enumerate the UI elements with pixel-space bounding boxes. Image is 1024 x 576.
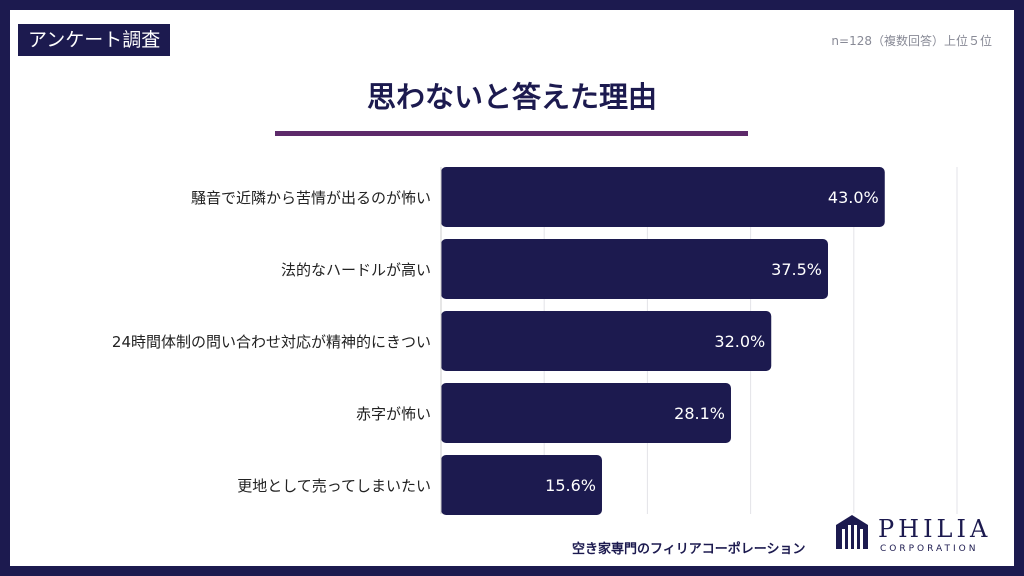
category-label: 騒音で近隣から苦情が出るのが怖い xyxy=(191,189,431,207)
value-label: 37.5% xyxy=(771,260,822,279)
bar xyxy=(441,311,772,371)
title-underline xyxy=(275,131,748,136)
brand-name: PHILIA xyxy=(878,515,992,543)
sample-note: n=128（複数回答）上位５位 xyxy=(831,34,992,48)
value-label: 15.6% xyxy=(545,476,596,495)
brand-subtitle: CORPORATION xyxy=(880,544,979,554)
value-label: 43.0% xyxy=(828,188,879,207)
category-label: 赤字が怖い xyxy=(356,405,431,423)
category-label: 更地として売ってしまいたい xyxy=(237,477,431,495)
bar xyxy=(441,455,602,515)
philia-logo-icon xyxy=(832,513,872,551)
slide-card: アンケート調査 n=128（複数回答）上位５位 思わないと答えた理由 騒音で近隣… xyxy=(10,10,1014,566)
category-label: 法的なハードルが高い xyxy=(281,261,431,279)
survey-tag: アンケート調査 xyxy=(18,24,171,56)
footer-tagline: 空き家専門のフィリアコーポレーション xyxy=(572,542,806,557)
value-label: 28.1% xyxy=(674,404,725,423)
chart-title: 思わないと答えた理由 xyxy=(366,80,657,114)
bar xyxy=(441,167,885,227)
bar-chart: 騒音で近隣から苦情が出るのが怖い 43.0% 法的なハードルが高い 37.5% 24時間… xyxy=(112,167,958,515)
bar xyxy=(441,383,731,443)
category-label: 24時間体制の問い合わせ対応が精神的にきつい xyxy=(112,333,431,351)
value-label: 32.0% xyxy=(714,332,765,351)
bar xyxy=(441,239,828,299)
